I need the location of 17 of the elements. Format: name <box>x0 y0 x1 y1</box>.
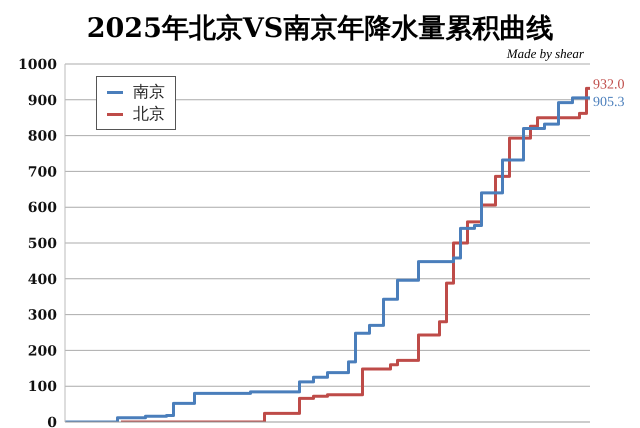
y-tick-label: 700 <box>28 164 58 180</box>
y-tick-label: 0 <box>47 414 58 428</box>
y-tick-label: 400 <box>28 272 58 288</box>
y-tick-label: 300 <box>28 308 58 324</box>
y-tick-label: 100 <box>28 379 58 396</box>
y-tick-label: 800 <box>28 128 58 145</box>
chart-title: 2025年北京VS南京年降水量累积曲线 <box>86 12 554 46</box>
legend-label: 南京 <box>133 82 165 102</box>
data-label: 905.3 <box>593 95 624 110</box>
y-tick-label: 600 <box>28 200 58 216</box>
y-tick-label: 1000 <box>18 56 58 73</box>
y-tick-label: 900 <box>28 92 58 109</box>
y-tick-label: 500 <box>28 236 58 252</box>
data-label: 932.0 <box>593 78 624 93</box>
y-tick-label: 200 <box>28 343 58 360</box>
text: Made by shear <box>506 46 584 62</box>
legend-label: 北京 <box>133 104 165 124</box>
